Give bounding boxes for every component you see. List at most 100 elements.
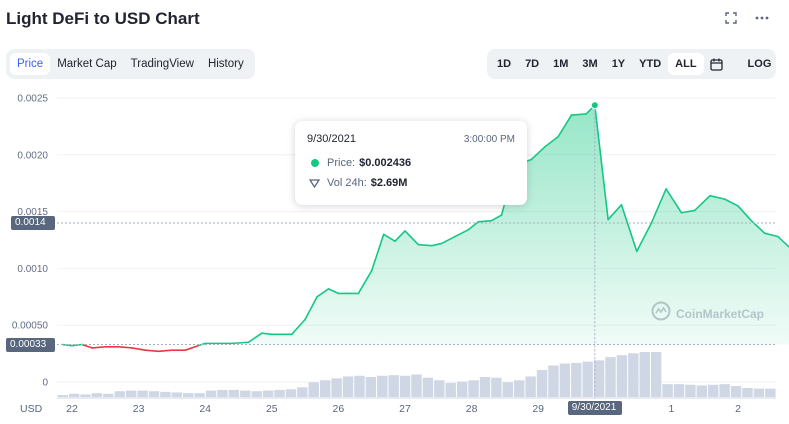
price-line-segment <box>594 104 609 221</box>
volume-bar <box>753 388 765 397</box>
y-tick-label: 0.0020 <box>17 150 48 161</box>
volume-bar <box>148 391 160 397</box>
range-3m[interactable]: 3M <box>582 58 598 70</box>
chart-type-tabs: Price Market Cap TradingView History <box>6 49 255 79</box>
volume-bar <box>708 384 719 397</box>
price-line-segment <box>530 146 546 161</box>
price-line-segment <box>490 214 503 222</box>
price-line-segment <box>231 341 250 345</box>
price-line-segment <box>777 235 789 249</box>
tab-history[interactable]: History <box>207 58 244 70</box>
price-line-segment <box>620 203 638 253</box>
volume-bar <box>696 385 708 397</box>
volume-bar <box>411 374 422 397</box>
expand-icon[interactable] <box>725 12 737 24</box>
price-line-segment <box>91 345 107 349</box>
price-line-segment <box>247 332 263 344</box>
price-line-segment <box>357 269 373 295</box>
volume-bar <box>719 384 730 397</box>
volume-bar <box>548 365 559 397</box>
price-line-segment <box>290 318 306 336</box>
x-tick-label: 2 <box>735 403 741 415</box>
start-price-tag: 0.00033 <box>6 337 55 352</box>
price-area-fill <box>62 105 789 345</box>
price-line-segment <box>454 228 470 238</box>
tab-tradingview[interactable]: TradingView <box>130 58 194 70</box>
calendar-icon[interactable] <box>704 53 729 75</box>
tab-market-cap[interactable]: Market Cap <box>57 58 117 70</box>
volume-bar <box>57 395 68 397</box>
price-line-segment <box>304 295 318 321</box>
volume-bar <box>582 361 593 397</box>
volume-bar <box>468 380 479 397</box>
price-line-segment <box>144 349 160 353</box>
volume-bar <box>240 390 251 397</box>
x-tick-label: 28 <box>466 403 478 415</box>
price-line-segment <box>680 209 696 214</box>
volume-bar <box>491 377 502 397</box>
price-dot-icon <box>311 159 319 167</box>
volume-bar <box>205 390 217 397</box>
price-line-segment <box>737 205 753 222</box>
volume-bar <box>730 386 742 397</box>
range-7d[interactable]: 7D <box>525 58 540 70</box>
price-line-segment <box>261 332 273 336</box>
price-line-segment <box>382 233 396 242</box>
tooltip-date: 9/30/2021 <box>307 133 356 145</box>
tooltip-time: 3:00:00 PM <box>463 133 515 145</box>
price-line-segment <box>477 219 493 223</box>
log-scale-button[interactable]: LOG <box>747 58 772 70</box>
chart-tooltip: 9/30/2021 3:00:00 PM Price: $0.002436 Vo… <box>295 121 527 205</box>
tooltip-volume-value: $2.69M <box>370 177 408 189</box>
price-line-segment <box>417 243 433 247</box>
range-1y[interactable]: 1Y <box>611 58 626 70</box>
volume-bar <box>91 393 103 397</box>
volume-bar <box>183 393 194 397</box>
y-tick-label: 0.00050 <box>12 321 49 332</box>
price-line-segment <box>430 242 443 247</box>
price-line-segment <box>650 188 667 224</box>
x-tick-label: 26 <box>333 403 345 415</box>
y-tick-label: 0.0025 <box>17 94 48 105</box>
price-line-segment <box>394 230 406 242</box>
range-ytd[interactable]: YTD <box>639 58 662 70</box>
volume-bar <box>639 352 650 397</box>
volume-bar <box>331 378 342 397</box>
price-line-segment <box>557 114 573 138</box>
volume-bar <box>399 375 411 397</box>
x-tick-label: 27 <box>399 403 411 415</box>
header-actions <box>725 12 769 24</box>
current-price-tag: 0.0014 <box>11 215 55 230</box>
x-unit-label: USD <box>20 403 43 415</box>
price-line-segment <box>440 235 456 245</box>
volume-bar <box>251 391 262 397</box>
price-line-segment <box>157 349 173 353</box>
more-options-icon[interactable] <box>755 16 769 20</box>
price-line-segment <box>544 135 559 148</box>
volume-bar <box>765 388 776 397</box>
tooltip-volume-label: Vol 24h: <box>327 177 367 189</box>
range-1d[interactable]: 1D <box>497 58 512 70</box>
volume-bar <box>365 377 377 397</box>
x-tick-label: 24 <box>199 403 211 415</box>
volume-bar <box>673 384 685 397</box>
range-all[interactable]: ALL <box>668 53 704 75</box>
tooltip-price-label: Price: <box>327 157 356 169</box>
hover-point-marker <box>590 101 599 110</box>
volume-bar <box>171 392 183 397</box>
volume-bar <box>194 393 205 397</box>
volume-bar <box>628 353 639 397</box>
range-1m[interactable]: 1M <box>553 58 569 70</box>
volume-bar <box>605 357 616 397</box>
volume-bar <box>422 377 434 397</box>
price-line-segment <box>709 194 726 200</box>
tab-price[interactable]: Price <box>10 53 51 75</box>
volume-bar <box>445 382 456 397</box>
volume-bar <box>616 355 628 397</box>
price-line-segment <box>61 343 73 347</box>
volume-bar <box>388 375 399 397</box>
volume-bar <box>525 376 536 397</box>
y-tick-label: 0.0015 <box>17 207 48 218</box>
volume-bar <box>80 394 91 397</box>
